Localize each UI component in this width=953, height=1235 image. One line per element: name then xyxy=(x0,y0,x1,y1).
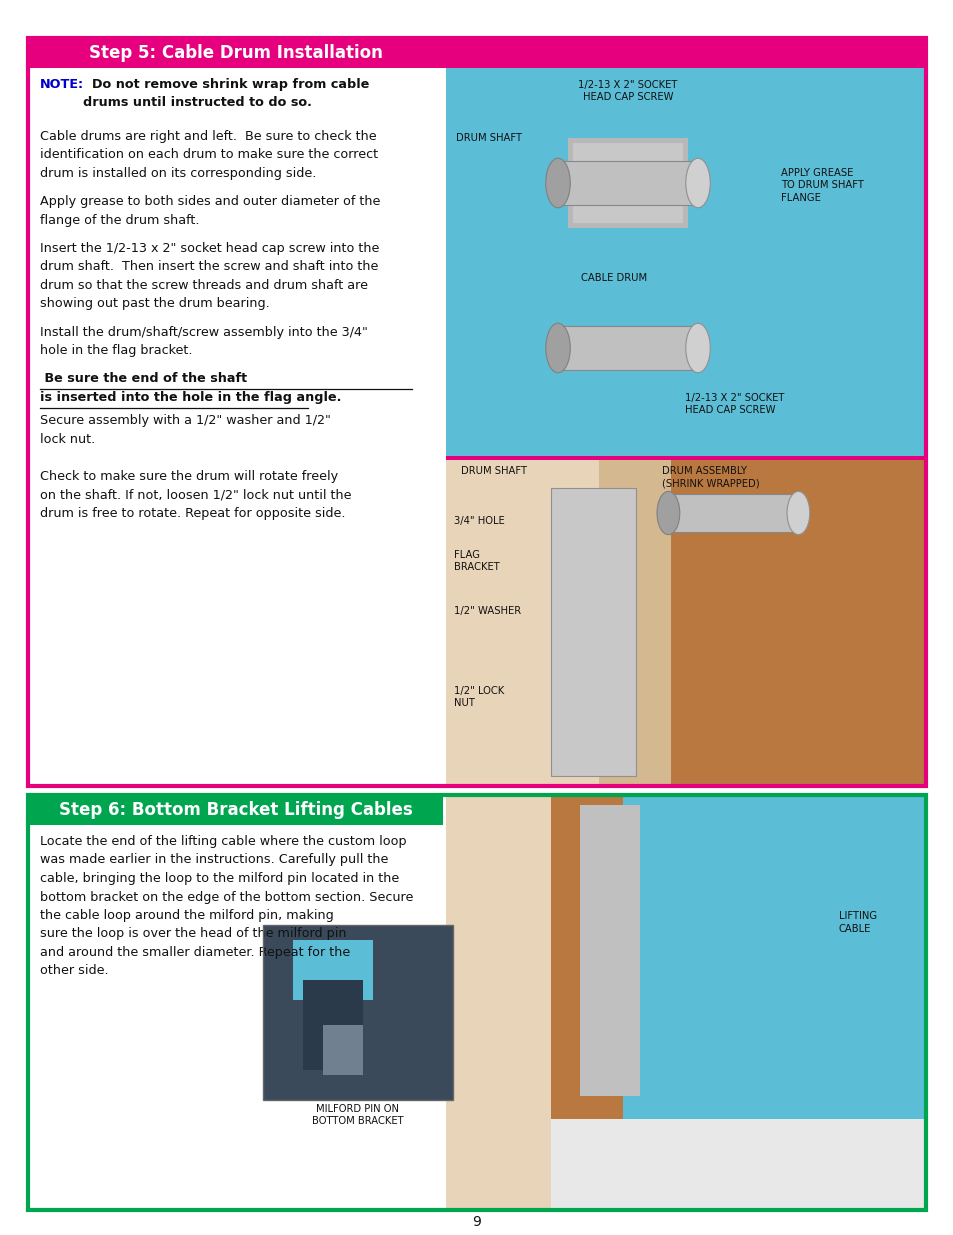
Bar xyxy=(670,458,924,785)
Text: APPLY GREASE
TO DRUM SHAFT
FLANGE: APPLY GREASE TO DRUM SHAFT FLANGE xyxy=(781,168,863,203)
Text: CABLE DRUM: CABLE DRUM xyxy=(580,273,646,283)
Text: Step 6: Bottom Bracket Lifting Cables: Step 6: Bottom Bracket Lifting Cables xyxy=(58,802,412,819)
Text: Install the drum/shaft/screw assembly into the 3/4"
hole in the flag bracket.: Install the drum/shaft/screw assembly in… xyxy=(40,326,368,357)
Bar xyxy=(668,494,798,532)
Text: 1/2-13 X 2" SOCKET
HEAD CAP SCREW: 1/2-13 X 2" SOCKET HEAD CAP SCREW xyxy=(578,80,677,103)
Bar xyxy=(446,458,598,785)
Bar xyxy=(573,143,682,224)
Bar xyxy=(551,488,636,776)
Bar xyxy=(303,981,363,1070)
Ellipse shape xyxy=(545,324,570,373)
Bar xyxy=(323,1025,363,1074)
Ellipse shape xyxy=(545,158,570,207)
Text: 1/2-13 X 2" SOCKET
HEAD CAP SCREW: 1/2-13 X 2" SOCKET HEAD CAP SCREW xyxy=(685,393,784,415)
Text: 9: 9 xyxy=(472,1215,481,1229)
Bar xyxy=(28,38,925,68)
Text: Do not remove shrink wrap from cable
drums until instructed to do so.: Do not remove shrink wrap from cable dru… xyxy=(83,78,369,109)
Bar xyxy=(551,488,636,776)
Text: LIFTING
CABLE: LIFTING CABLE xyxy=(838,911,876,934)
Bar xyxy=(263,925,453,1100)
Text: 1/2" LOCK
NUT: 1/2" LOCK NUT xyxy=(454,685,504,709)
Bar xyxy=(567,138,687,228)
Bar xyxy=(579,805,639,1095)
Text: 1/2" WASHER: 1/2" WASHER xyxy=(454,606,520,616)
Bar xyxy=(622,795,924,1119)
Bar xyxy=(28,795,442,825)
Bar xyxy=(263,925,453,1100)
Bar xyxy=(558,161,698,205)
Text: FLAG
BRACKET: FLAG BRACKET xyxy=(454,550,499,572)
Bar xyxy=(28,795,925,1210)
Text: NOTE:: NOTE: xyxy=(40,78,84,91)
Text: Locate the end of the lifting cable where the custom loop
was made earlier in th: Locate the end of the lifting cable wher… xyxy=(40,835,413,977)
Text: Insert the 1/2-13 x 2" socket head cap screw into the
drum shaft.  Then insert t: Insert the 1/2-13 x 2" socket head cap s… xyxy=(40,242,379,310)
Bar xyxy=(446,795,551,1210)
Text: 3/4" HOLE: 3/4" HOLE xyxy=(454,516,504,526)
Bar xyxy=(551,1119,924,1210)
Text: MILFORD PIN ON
BOTTOM BRACKET: MILFORD PIN ON BOTTOM BRACKET xyxy=(312,1104,403,1126)
Ellipse shape xyxy=(685,324,710,373)
Text: Apply grease to both sides and outer diameter of the
flange of the drum shaft.: Apply grease to both sides and outer dia… xyxy=(40,195,380,227)
Bar xyxy=(446,68,924,458)
Bar xyxy=(558,326,698,370)
Text: DRUM SHAFT: DRUM SHAFT xyxy=(456,133,521,143)
Text: Cable drums are right and left.  Be sure to check the
identification on each dru: Cable drums are right and left. Be sure … xyxy=(40,130,377,180)
Bar xyxy=(293,940,373,1000)
Bar xyxy=(446,456,924,459)
Text: DRUM ASSEMBLY
(SHRINK WRAPPED): DRUM ASSEMBLY (SHRINK WRAPPED) xyxy=(660,466,759,488)
Text: Step 5: Cable Drum Installation: Step 5: Cable Drum Installation xyxy=(89,44,382,62)
Text: Secure assembly with a 1/2" washer and 1/2"
lock nut.

Check to make sure the dr: Secure assembly with a 1/2" washer and 1… xyxy=(40,415,351,520)
Ellipse shape xyxy=(786,492,809,535)
Bar xyxy=(28,38,925,785)
Bar xyxy=(598,458,670,785)
Text: DRUM SHAFT: DRUM SHAFT xyxy=(460,466,526,475)
Bar xyxy=(551,795,622,1119)
Ellipse shape xyxy=(685,158,710,207)
Text: Be sure the end of the shaft
is inserted into the hole in the flag angle.: Be sure the end of the shaft is inserted… xyxy=(40,372,341,404)
Ellipse shape xyxy=(657,492,679,535)
